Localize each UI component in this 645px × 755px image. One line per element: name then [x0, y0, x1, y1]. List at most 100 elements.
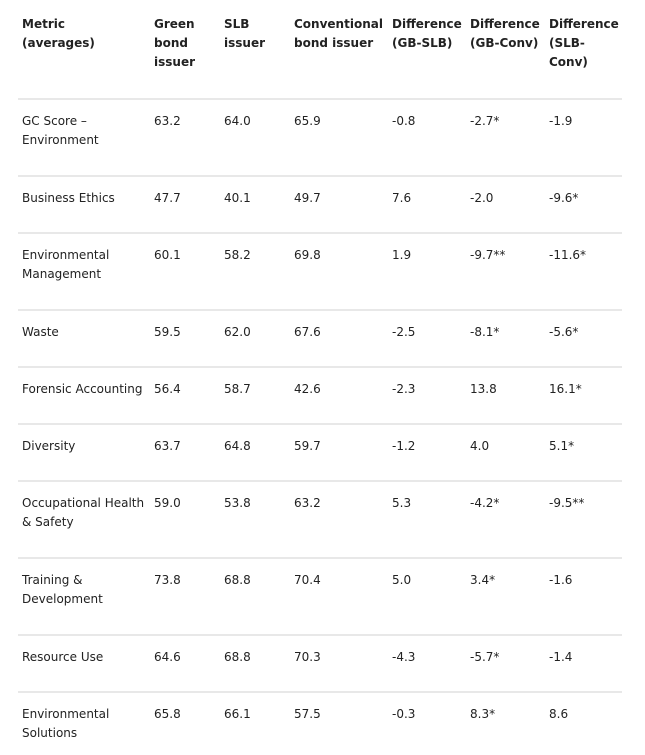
cell-value: 8.3*	[470, 707, 496, 721]
cell-value: 63.7	[154, 439, 181, 453]
value-cell: -9.7**	[466, 233, 545, 311]
value-cell: -5.6*	[545, 310, 622, 368]
cell-value: 69.8	[294, 248, 321, 262]
value-cell: 68.8	[220, 558, 290, 636]
header-text: Difference (SLB-Conv)	[549, 17, 619, 69]
header-text: Difference (GB-SLB)	[392, 17, 462, 50]
value-cell: -5.7*	[466, 635, 545, 693]
value-cell: 66.1	[220, 692, 290, 753]
cell-value: 4.0	[470, 439, 490, 453]
metric-name: Forensic Accounting	[22, 382, 143, 396]
header-text: Metric (averages)	[22, 17, 95, 50]
header-text: SLB issuer	[224, 17, 265, 50]
cell-value: -1.4	[549, 650, 573, 664]
value-cell: 70.4	[290, 558, 388, 636]
cell-value: 68.8	[224, 573, 251, 587]
cell-value: 73.8	[154, 573, 181, 587]
value-cell: 49.7	[290, 176, 388, 234]
metric-cell: Resource Use	[18, 635, 150, 693]
value-cell: -8.1*	[466, 310, 545, 368]
header-cell: Difference (GB-Conv)	[466, 0, 545, 100]
value-cell: 58.2	[220, 233, 290, 311]
cell-value: 64.6	[154, 650, 181, 664]
cell-value: -2.5	[392, 325, 416, 339]
value-cell: 57.5	[290, 692, 388, 753]
value-cell: -11.6*	[545, 233, 622, 311]
cell-value: -1.2	[392, 439, 416, 453]
value-cell: -2.5	[388, 310, 466, 368]
metric-name: Environmental Solutions	[22, 707, 110, 740]
table-row: Environmental Management 60.1 58.2 69.8 1.9 -…	[18, 233, 622, 311]
value-cell: 64.6	[150, 635, 220, 693]
metric-name: Environmental Management	[22, 248, 110, 281]
table-row: GC Score – Environment 63.2 64.0 65.9 -0.8 -2…	[18, 99, 622, 177]
cell-value: 56.4	[154, 382, 181, 396]
cell-value: 49.7	[294, 191, 321, 205]
cell-value: -2.7*	[470, 114, 500, 128]
header-text: Difference (GB-Conv)	[470, 17, 540, 50]
value-cell: 60.1	[150, 233, 220, 311]
table-row: Training & Development 73.8 68.8 70.4 5.0 3.4…	[18, 558, 622, 636]
value-cell: 53.8	[220, 481, 290, 559]
cell-value: 57.5	[294, 707, 321, 721]
value-cell: 59.5	[150, 310, 220, 368]
cell-value: -0.3	[392, 707, 416, 721]
value-cell: 5.3	[388, 481, 466, 559]
value-cell: 4.0	[466, 424, 545, 482]
value-cell: 5.1*	[545, 424, 622, 482]
value-cell: 63.2	[150, 99, 220, 177]
cell-value: -9.6*	[549, 191, 579, 205]
table-row: Resource Use 64.6 68.8 70.3 -4.3 -5.7* -1.4	[18, 635, 622, 693]
cell-value: 68.8	[224, 650, 251, 664]
value-cell: 3.4*	[466, 558, 545, 636]
value-cell: 70.3	[290, 635, 388, 693]
value-cell: 65.8	[150, 692, 220, 753]
metric-name: Training & Development	[22, 573, 103, 606]
value-cell: 68.8	[220, 635, 290, 693]
cell-value: -2.0	[470, 191, 494, 205]
table-row: Diversity 63.7 64.8 59.7 -1.2 4.0 5.1*	[18, 424, 622, 482]
header-cell: SLB issuer	[220, 0, 290, 100]
header-text: Conventional bond issuer	[294, 17, 383, 50]
value-cell: -4.2*	[466, 481, 545, 559]
data-table: Metric (averages) Green bond issuer SLB is…	[18, 0, 622, 753]
table-body: GC Score – Environment 63.2 64.0 65.9 -0.8 -2…	[18, 99, 622, 753]
value-cell: 73.8	[150, 558, 220, 636]
value-cell: 13.8	[466, 367, 545, 425]
cell-value: 47.7	[154, 191, 181, 205]
cell-value: 70.3	[294, 650, 321, 664]
header-cell: Conventional bond issuer	[290, 0, 388, 100]
value-cell: -0.3	[388, 692, 466, 753]
value-cell: 1.9	[388, 233, 466, 311]
value-cell: 63.2	[290, 481, 388, 559]
cell-value: -11.6*	[549, 248, 587, 262]
cell-value: -2.3	[392, 382, 416, 396]
cell-value: -8.1*	[470, 325, 500, 339]
value-cell: -0.8	[388, 99, 466, 177]
header-row: Metric (averages) Green bond issuer SLB is…	[18, 0, 622, 100]
cell-value: -4.2*	[470, 496, 500, 510]
value-cell: 56.4	[150, 367, 220, 425]
cell-value: 16.1*	[549, 382, 582, 396]
table-row: Environmental Solutions 65.8 66.1 57.5 -0.3 8…	[18, 692, 622, 753]
cell-value: -0.8	[392, 114, 416, 128]
cell-value: -5.6*	[549, 325, 579, 339]
cell-value: 3.4*	[470, 573, 496, 587]
value-cell: 5.0	[388, 558, 466, 636]
value-cell: 42.6	[290, 367, 388, 425]
metric-cell: Business Ethics	[18, 176, 150, 234]
value-cell: 8.6	[545, 692, 622, 753]
value-cell: 67.6	[290, 310, 388, 368]
value-cell: 47.7	[150, 176, 220, 234]
cell-value: 67.6	[294, 325, 321, 339]
cell-value: 8.6	[549, 707, 569, 721]
cell-value: -1.9	[549, 114, 573, 128]
metric-cell: Environmental Management	[18, 233, 150, 311]
cell-value: 59.5	[154, 325, 181, 339]
value-cell: -2.3	[388, 367, 466, 425]
metric-name: GC Score – Environment	[22, 114, 99, 147]
value-cell: 8.3*	[466, 692, 545, 753]
value-cell: 59.7	[290, 424, 388, 482]
header-cell: Green bond issuer	[150, 0, 220, 100]
